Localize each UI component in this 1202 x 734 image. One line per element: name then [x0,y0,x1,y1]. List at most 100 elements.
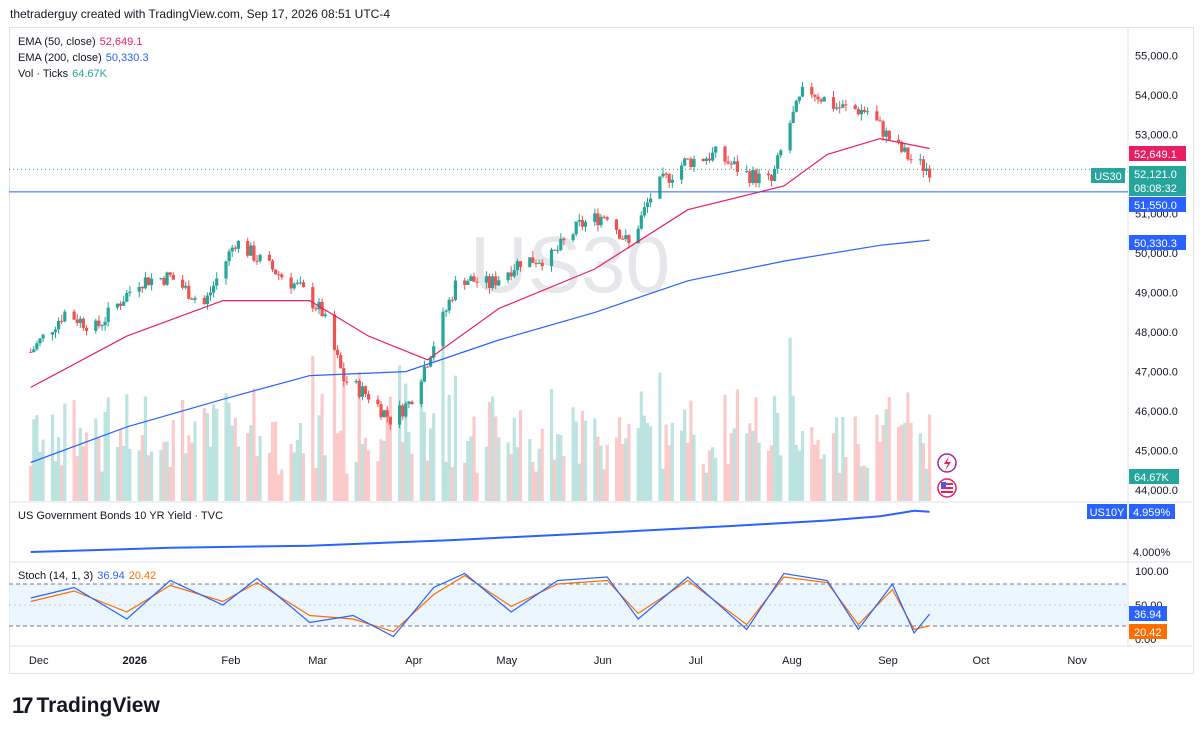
candle-body [921,159,925,171]
us-flag-icon[interactable] [937,478,957,498]
candle-body [277,274,281,276]
volume-bar [295,439,299,501]
lightning-icon[interactable] [937,453,957,473]
volume-bar [422,412,426,501]
price-tick-label: 49,000.0 [1135,288,1178,300]
candle-body [382,410,386,418]
candle-body [618,229,622,239]
volume-bar [897,426,901,501]
volume-bar [903,422,907,501]
volume-bar [255,456,259,501]
candle-body [444,310,448,312]
stoch-k-line [30,572,931,638]
time-axis: Dec 2026 Feb Mar Apr May Jun Jul Aug Sep Oct Nov [29,655,1087,667]
candle-body [128,291,132,293]
volume-bars [29,327,932,501]
volume-bar [205,413,209,501]
volume-bar [119,429,123,501]
candle-body [447,299,451,311]
volume-bar [450,467,454,501]
candle-body [246,241,250,256]
candle-body [103,321,107,326]
volume-legend[interactable]: Vol · Ticks 64.67K [18,68,107,80]
volume-bar [115,447,120,501]
ema50-legend[interactable]: EMA (50, close) 52,649.1 [18,36,143,48]
volume-bar [754,397,758,501]
volume-bar [497,437,501,501]
volume-bar [562,456,566,501]
volume-bar [813,444,817,501]
candle-body [354,381,358,383]
candle-body [224,261,228,279]
volume-bar [171,420,175,501]
candle-body [788,123,792,151]
volume-bar [844,457,848,501]
candle-body [491,276,495,289]
candle-body [181,279,185,288]
candle-body [683,158,687,166]
candle-body [320,302,324,317]
price-tick-label: 53,000.0 [1135,130,1178,142]
candle-body [208,292,213,296]
time-axis-label: 2026 [123,655,147,667]
volume-bar [50,414,54,501]
volume-bar [862,465,867,501]
candle-body [729,163,733,165]
volume-bar [298,423,302,501]
ema200-legend[interactable]: EMA (200, close) 50,330.3 [18,52,149,64]
volume-bar [906,392,910,501]
candle-body [661,173,665,177]
candle-body [639,215,643,229]
volume-bar [252,388,256,501]
volume-bar [146,455,151,501]
candle-body [252,245,256,261]
volume-bar [580,410,584,501]
candle-body [506,272,510,281]
volume-bar [72,400,76,501]
candle-body [398,405,402,425]
volume-bar [84,432,89,501]
candle-body [81,318,85,328]
volume-bar [367,450,371,501]
candle-body [757,173,761,184]
volume-bar [596,436,600,501]
price-tick-label: 47,000.0 [1135,367,1178,379]
candle-body [475,281,479,283]
volume-bar [181,399,185,501]
hline-tag[interactable]: 51,550.0 [1129,197,1186,212]
volume-bar [339,430,343,501]
volume-bar [314,468,318,501]
candle-body [379,404,383,418]
tradingview-logo[interactable]: 17 TradingView [12,693,160,719]
bond-value-tag: 4.959% [1129,504,1175,519]
candle-body [301,282,306,288]
candle-body [649,198,653,203]
candle-body [596,213,600,226]
stoch-legend[interactable]: Stoch (14, 1, 3) 36.94 20.42 [18,570,157,582]
volume-bar [277,474,281,501]
us10y-line [30,509,930,553]
stoch-d-tag: 20.42 [1129,624,1167,639]
candle-body [928,168,932,178]
volume-bar [723,394,727,501]
price-tick-label: 55,000.0 [1135,51,1178,63]
volume-bar [491,396,495,501]
tradingview-logo-text: TradingView [36,694,160,717]
candle-body [367,394,371,400]
ema200-line [30,239,930,464]
candle-body [627,235,631,244]
candle-body [258,254,262,262]
volume-bar [267,452,271,501]
bond-legend[interactable]: US Government Bonds 10 YR Yield · TVC [18,510,224,522]
volume-bar [385,408,389,501]
volume-bar [794,444,798,501]
candle-body [339,355,343,369]
candle-body [642,207,646,216]
volume-bar [317,415,321,501]
candle-body [844,104,848,106]
svg-text:US30: US30 [1094,171,1122,183]
volume-bar [184,453,188,501]
candle-body [345,381,349,383]
time-axis-label: May [496,655,517,667]
